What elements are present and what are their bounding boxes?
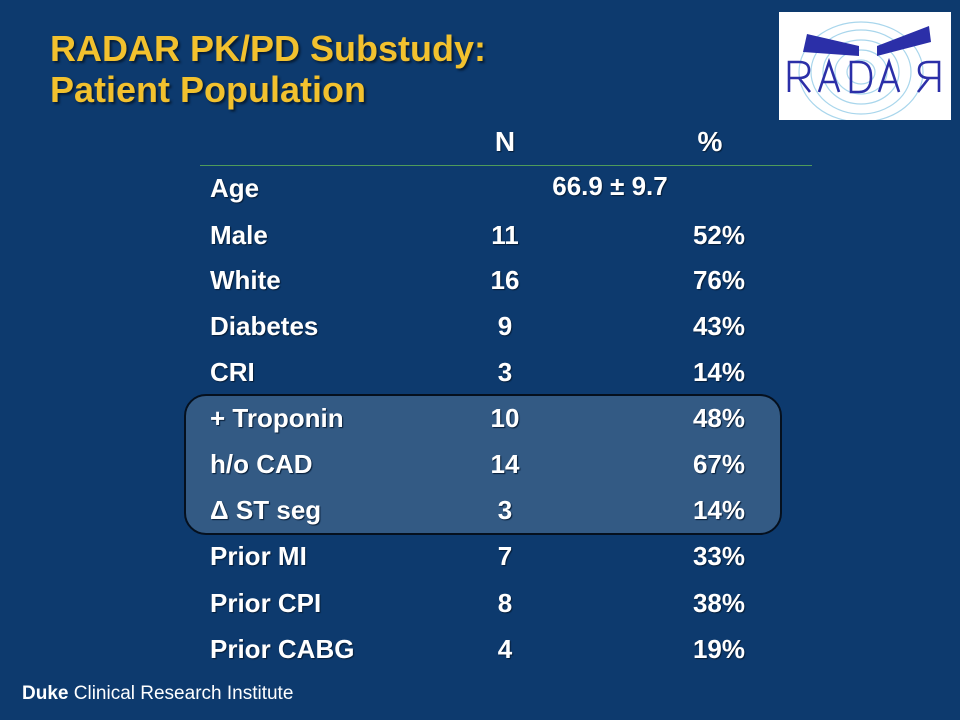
row-label: Δ ST seg (210, 495, 322, 525)
row-pct: 33% (692, 541, 745, 571)
row-n: 10 (490, 403, 520, 433)
table-row: Age 66.9 ± 9.7 (0, 171, 960, 213)
row-label: Male (210, 220, 268, 250)
table-row: Diabetes 9 43% (0, 311, 960, 351)
title-line-2: Patient Population (50, 69, 367, 110)
row-n: 3 (497, 495, 513, 525)
table-row: Δ ST seg 3 14% (0, 495, 960, 535)
row-n: 11 (491, 220, 519, 250)
radar-logo-graphic (787, 21, 941, 120)
row-label: Prior CABG (210, 634, 355, 664)
highlight-box (184, 394, 782, 535)
table-row: Male 11 52% (0, 220, 960, 260)
row-n: 14 (490, 449, 520, 479)
row-pct: 48% (692, 403, 745, 433)
table-row: Prior CABG 4 19% (0, 634, 960, 674)
slide-title: RADAR PK/PD Substudy: Patient Population (50, 28, 486, 110)
age-value: 66.9 ± 9.7 (552, 171, 668, 201)
table-row: Prior MI 7 33% (0, 541, 960, 581)
footer-branding: Duke Clinical Research Institute (22, 683, 293, 705)
row-label: CRI (210, 357, 255, 387)
table-row: Prior CPI 8 38% (0, 588, 960, 628)
table-row: + Troponin 10 48% (0, 403, 960, 443)
radar-logo (779, 12, 951, 120)
table-row: White 16 76% (0, 265, 960, 305)
row-n: 8 (497, 588, 513, 618)
row-label: Prior MI (210, 541, 307, 571)
row-pct: 14% (692, 495, 745, 525)
row-label: h/o CAD (210, 449, 313, 479)
row-pct: 43% (692, 311, 745, 341)
row-label: + Troponin (210, 403, 344, 433)
title-line-1: RADAR PK/PD Substudy: (50, 28, 487, 69)
row-label: Prior CPI (210, 588, 322, 618)
row-n: 16 (490, 265, 520, 295)
row-n: 7 (497, 541, 513, 571)
row-n: 4 (497, 634, 513, 664)
table-row: CRI 3 14% (0, 357, 960, 397)
header-n: N (494, 126, 516, 157)
row-label: Age (210, 173, 260, 203)
row-pct: 38% (692, 588, 745, 618)
footer-brand: Duke (22, 683, 69, 704)
row-n: 9 (497, 311, 513, 341)
row-n: 3 (497, 357, 513, 387)
header-pct: % (697, 126, 723, 157)
table-row: h/o CAD 14 67% (0, 449, 960, 489)
row-label: Diabetes (210, 311, 319, 341)
row-label: White (210, 265, 281, 295)
row-pct: 19% (692, 634, 745, 664)
row-pct: 14% (692, 357, 745, 387)
footer-institute: Clinical Research Institute (73, 683, 294, 704)
header-divider (200, 165, 812, 166)
row-pct: 52% (692, 220, 745, 250)
row-pct: 76% (692, 265, 745, 295)
row-pct: 67% (692, 449, 745, 479)
